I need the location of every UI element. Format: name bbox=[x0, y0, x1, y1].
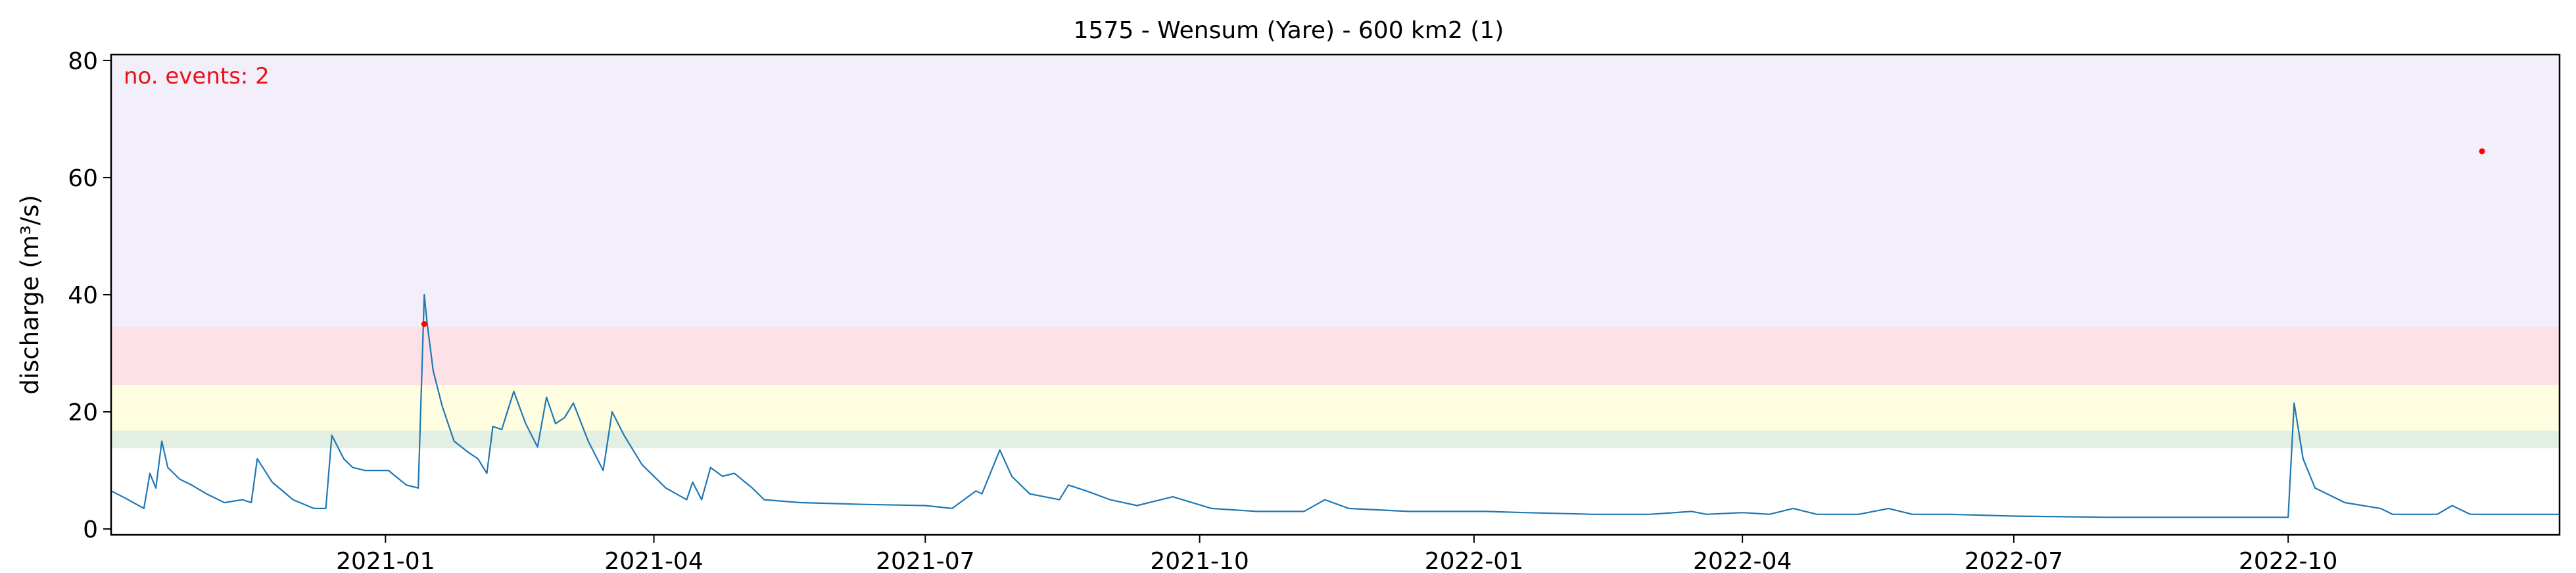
x-tick-label: 2021-10 bbox=[1150, 548, 1249, 573]
series-layer bbox=[110, 293, 2560, 518]
series-line-1 bbox=[110, 293, 2560, 518]
threshold-band-3 bbox=[111, 326, 2560, 386]
event-marker-1 bbox=[421, 321, 427, 328]
threshold-band-2 bbox=[111, 385, 2560, 431]
x-axis: 2021-01 2021-04 2021-07 2021-10 2022-01 2022-… bbox=[336, 535, 2337, 573]
events-count-annotation: no. events: 2 bbox=[124, 63, 270, 89]
threshold-band-4 bbox=[111, 55, 2560, 327]
chart-title: 1575 - Wensum (Yare) - 600 km2 (1) bbox=[1074, 17, 1504, 44]
y-tick-label: 60 bbox=[68, 165, 98, 192]
threshold-band-1 bbox=[111, 430, 2560, 449]
y-tick-label: 40 bbox=[68, 282, 98, 309]
x-tick-label: 2021-07 bbox=[876, 548, 974, 573]
y-tick-label: 80 bbox=[68, 48, 98, 75]
x-tick-label: 2022-04 bbox=[1693, 548, 1792, 573]
x-tick-label: 2021-04 bbox=[604, 548, 703, 573]
y-axis-label: discharge (m³/s) bbox=[16, 195, 44, 395]
threshold-bands bbox=[111, 55, 2560, 449]
event-markers bbox=[421, 148, 2485, 328]
y-tick-label: 20 bbox=[68, 399, 98, 426]
x-tick-label: 2022-01 bbox=[1425, 548, 1523, 573]
event-marker-2 bbox=[2479, 148, 2485, 155]
y-axis: 0 20 40 60 80 bbox=[68, 48, 111, 543]
x-tick-label: 2021-01 bbox=[336, 548, 435, 573]
y-tick-label: 0 bbox=[83, 516, 98, 543]
x-tick-label: 2022-10 bbox=[2239, 548, 2337, 573]
x-tick-label: 2022-07 bbox=[1965, 548, 2063, 573]
